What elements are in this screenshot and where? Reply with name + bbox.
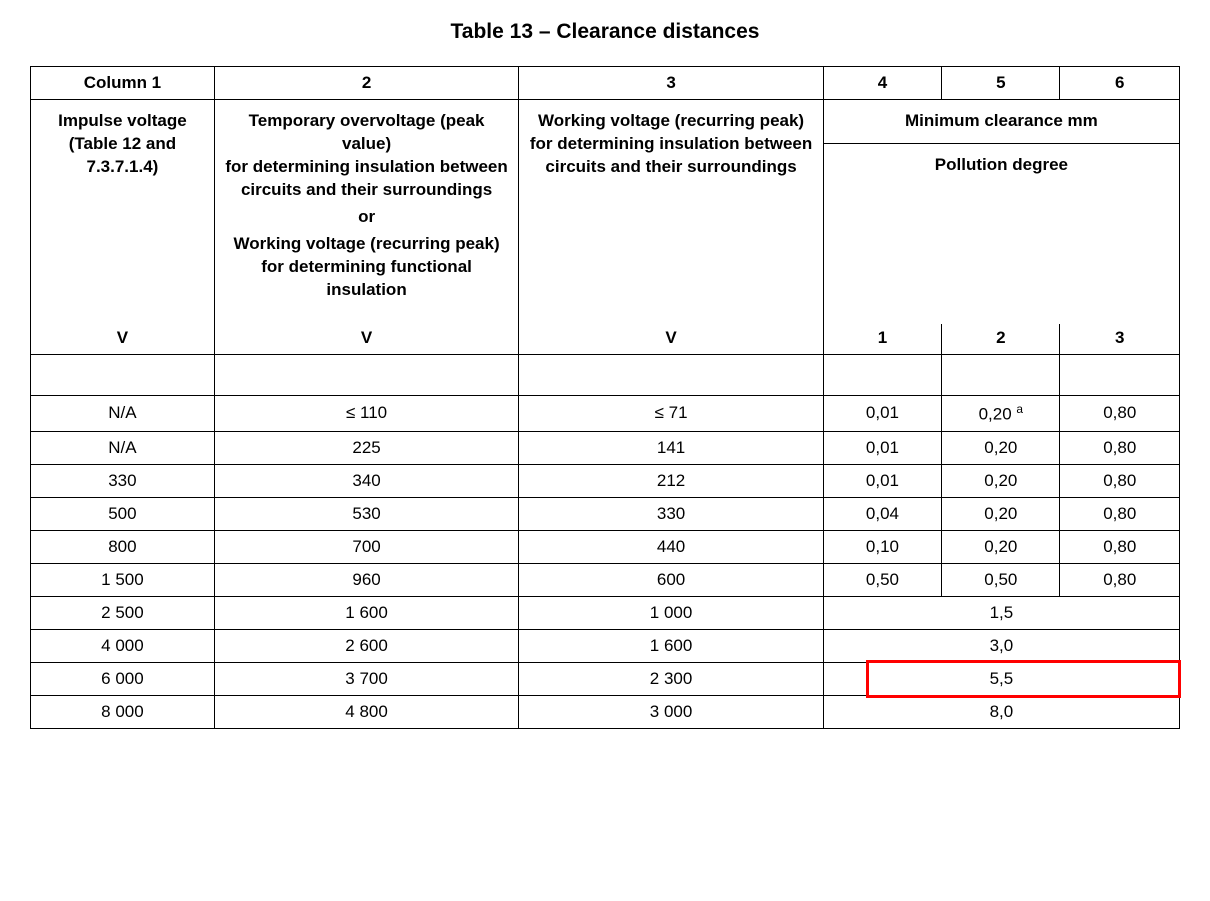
cell-pd2: 0,20 <box>942 431 1060 464</box>
unit-col-3: V <box>519 324 823 355</box>
cell-working-voltage: 3 000 <box>519 695 823 728</box>
desc-pollution-degree: Pollution degree <box>823 143 1179 324</box>
table-row: 5005303300,040,200,80 <box>31 497 1180 530</box>
cell-pd3: 0,80 <box>1060 563 1180 596</box>
desc-col-2: Temporary overvoltage (peak value) for d… <box>214 100 518 324</box>
unit-col-1: V <box>31 324 215 355</box>
cell-temp-overvoltage: 700 <box>214 530 518 563</box>
cell-working-voltage: ≤ 71 <box>519 395 823 431</box>
empty-row <box>31 354 1180 395</box>
cell-clearance-merged: 1,5 <box>823 596 1179 629</box>
cell-temp-overvoltage: 1 600 <box>214 596 518 629</box>
col-header-3: 3 <box>519 67 823 100</box>
cell-pd2: 0,20 <box>942 530 1060 563</box>
cell-impulse-voltage: N/A <box>31 431 215 464</box>
cell-temp-overvoltage: 225 <box>214 431 518 464</box>
column-number-row: Column 1 2 3 4 5 6 <box>31 67 1180 100</box>
cell-pd2: 0,20 <box>942 464 1060 497</box>
cell-impulse-voltage: 6 000 <box>31 662 215 695</box>
cell-impulse-voltage: 8 000 <box>31 695 215 728</box>
cell-temp-overvoltage: 2 600 <box>214 629 518 662</box>
table-title: Table 13 – Clearance distances <box>30 20 1180 44</box>
cell-working-voltage: 1 000 <box>519 596 823 629</box>
cell-working-voltage: 2 300 <box>519 662 823 695</box>
cell-pd3: 0,80 <box>1060 464 1180 497</box>
table-row: 1 5009606000,500,500,80 <box>31 563 1180 596</box>
col-header-2: 2 <box>214 67 518 100</box>
cell-pd1: 0,01 <box>823 395 941 431</box>
cell-pd3: 0,80 <box>1060 530 1180 563</box>
cell-working-voltage: 212 <box>519 464 823 497</box>
cell-pd2: 0,20 a <box>942 395 1060 431</box>
desc-col-3: Working voltage (recurring peak) for det… <box>519 100 823 324</box>
cell-working-voltage: 141 <box>519 431 823 464</box>
desc-col-1: Impulse voltage (Table 12 and 7.3.7.1.4) <box>31 100 215 324</box>
table-row: 8 0004 8003 0008,0 <box>31 695 1180 728</box>
unit-col-6: 3 <box>1060 324 1180 355</box>
table-row: 4 0002 6001 6003,0 <box>31 629 1180 662</box>
cell-impulse-voltage: 800 <box>31 530 215 563</box>
table-row: 3303402120,010,200,80 <box>31 464 1180 497</box>
cell-clearance-merged: 8,0 <box>823 695 1179 728</box>
table-row: N/A≤ 110≤ 710,010,20 a0,80 <box>31 395 1180 431</box>
cell-pd2: 0,20 <box>942 497 1060 530</box>
cell-working-voltage: 440 <box>519 530 823 563</box>
cell-clearance-merged: 3,0 <box>823 629 1179 662</box>
cell-impulse-voltage: N/A <box>31 395 215 431</box>
table-row: 6 0003 7002 3005,5 <box>31 662 1180 695</box>
col-header-5: 5 <box>942 67 1060 100</box>
cell-temp-overvoltage: 960 <box>214 563 518 596</box>
cell-working-voltage: 1 600 <box>519 629 823 662</box>
cell-impulse-voltage: 1 500 <box>31 563 215 596</box>
description-row-1: Impulse voltage (Table 12 and 7.3.7.1.4)… <box>31 100 1180 144</box>
cell-pd1: 0,04 <box>823 497 941 530</box>
col-header-4: 4 <box>823 67 941 100</box>
cell-impulse-voltage: 4 000 <box>31 629 215 662</box>
cell-impulse-voltage: 500 <box>31 497 215 530</box>
unit-col-5: 2 <box>942 324 1060 355</box>
cell-pd3: 0,80 <box>1060 395 1180 431</box>
cell-clearance-merged: 5,5 <box>823 662 1179 695</box>
clearance-table: Column 1 2 3 4 5 6 Impulse voltage (Tabl… <box>30 66 1180 729</box>
cell-temp-overvoltage: 3 700 <box>214 662 518 695</box>
cell-pd1: 0,10 <box>823 530 941 563</box>
desc-min-clearance: Minimum clearance mm <box>823 100 1179 144</box>
cell-temp-overvoltage: 4 800 <box>214 695 518 728</box>
table-row: 2 5001 6001 0001,5 <box>31 596 1180 629</box>
highlight-box <box>866 660 1181 698</box>
cell-pd2: 0,50 <box>942 563 1060 596</box>
cell-temp-overvoltage: 340 <box>214 464 518 497</box>
cell-impulse-voltage: 2 500 <box>31 596 215 629</box>
cell-pd3: 0,80 <box>1060 497 1180 530</box>
cell-pd3: 0,80 <box>1060 431 1180 464</box>
table-row: 8007004400,100,200,80 <box>31 530 1180 563</box>
cell-pd1: 0,01 <box>823 431 941 464</box>
unit-col-2: V <box>214 324 518 355</box>
cell-working-voltage: 330 <box>519 497 823 530</box>
cell-working-voltage: 600 <box>519 563 823 596</box>
cell-temp-overvoltage: ≤ 110 <box>214 395 518 431</box>
unit-col-4: 1 <box>823 324 941 355</box>
col-header-6: 6 <box>1060 67 1180 100</box>
cell-pd1: 0,01 <box>823 464 941 497</box>
cell-pd1: 0,50 <box>823 563 941 596</box>
units-row: V V V 1 2 3 <box>31 324 1180 355</box>
cell-impulse-voltage: 330 <box>31 464 215 497</box>
col-header-1: Column 1 <box>31 67 215 100</box>
table-row: N/A2251410,010,200,80 <box>31 431 1180 464</box>
cell-temp-overvoltage: 530 <box>214 497 518 530</box>
